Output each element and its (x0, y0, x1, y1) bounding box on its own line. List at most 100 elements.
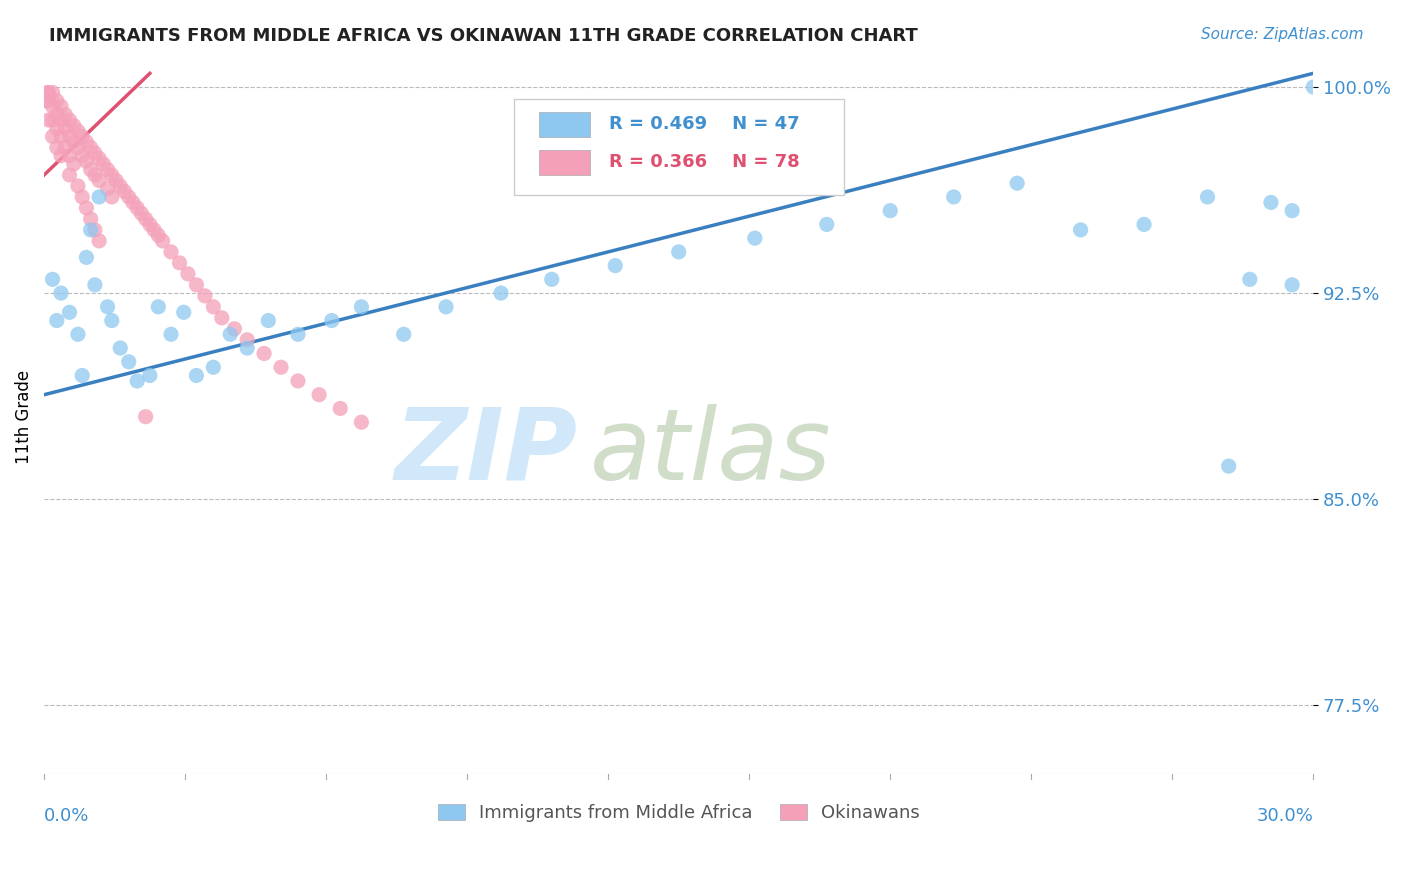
Point (41, 272, 63, 286)
Point (75, 201, 97, 215)
Point (173, 305, 195, 319)
Point (37, 113, 59, 128)
Point (135, 211, 157, 226)
Point (308, 388, 330, 402)
Point (194, 289, 217, 303)
Text: IMMIGRANTS FROM MIDDLE AFRICA VS OKINAWAN 11TH GRADE CORRELATION CHART: IMMIGRANTS FROM MIDDLE AFRICA VS OKINAWA… (49, 27, 918, 45)
Point (350, 415, 373, 429)
Point (148, 228, 170, 243)
Point (87, 173, 110, 187)
Text: ZIP: ZIP (394, 404, 576, 501)
Point (257, 313, 280, 327)
Point (202, 360, 225, 375)
Point (118, 190, 141, 204)
Point (97, 162, 120, 177)
Text: 0.0%: 0.0% (44, 806, 90, 825)
Text: R = 0.366    N = 78: R = 0.366 N = 78 (609, 153, 800, 171)
Point (75, 251, 97, 265)
FancyBboxPatch shape (538, 112, 591, 136)
Point (139, 218, 162, 232)
Point (45, 121, 67, 136)
Point (105, 173, 128, 187)
Point (392, 327, 415, 342)
Point (75, 135, 97, 149)
Point (540, 272, 562, 286)
Point (253, 346, 276, 360)
Point (58, 113, 80, 128)
Text: R = 0.469    N = 47: R = 0.469 N = 47 (609, 115, 800, 133)
Text: 30.0%: 30.0% (1257, 806, 1313, 825)
Point (87, 234, 110, 248)
Point (1218, 459, 1240, 474)
Point (66, 327, 89, 342)
Point (41, 113, 63, 128)
Point (287, 374, 309, 388)
Point (1281, 277, 1303, 292)
Point (169, 256, 191, 270)
Point (160, 244, 183, 259)
Point (224, 322, 246, 336)
Text: Source: ZipAtlas.com: Source: ZipAtlas.com (1201, 27, 1364, 42)
Point (434, 300, 457, 314)
Point (83, 168, 105, 182)
Point (1133, 218, 1156, 232)
Point (236, 341, 259, 355)
Point (79, 140, 101, 154)
Point (87, 190, 110, 204)
Text: atlas: atlas (591, 404, 831, 501)
FancyBboxPatch shape (538, 150, 591, 176)
Point (135, 409, 157, 424)
Point (110, 178, 132, 193)
Point (270, 360, 292, 375)
Point (236, 333, 259, 347)
Point (49, 113, 72, 128)
Point (1260, 195, 1282, 210)
Point (211, 310, 233, 325)
Point (45, 107, 67, 121)
Point (41, 99, 63, 113)
Point (219, 327, 242, 342)
Point (131, 206, 153, 220)
Point (160, 327, 183, 342)
Point (79, 223, 101, 237)
Point (91, 157, 114, 171)
Point (83, 223, 105, 237)
Point (114, 185, 136, 199)
FancyBboxPatch shape (513, 99, 844, 195)
Point (58, 168, 80, 182)
Point (942, 190, 965, 204)
Point (321, 313, 343, 327)
Point (202, 300, 225, 314)
Point (122, 195, 145, 210)
Point (49, 286, 72, 301)
Point (879, 203, 901, 218)
Point (118, 355, 141, 369)
Point (53, 121, 76, 136)
Point (49, 99, 72, 113)
Point (152, 234, 174, 248)
Point (148, 300, 170, 314)
Point (45, 94, 67, 108)
Point (70, 129, 93, 144)
Point (49, 149, 72, 163)
Point (350, 300, 373, 314)
Point (58, 305, 80, 319)
Point (70, 368, 93, 383)
Point (815, 218, 838, 232)
Point (37, 86, 59, 100)
Point (97, 300, 120, 314)
Point (101, 168, 124, 182)
Point (37, 86, 59, 100)
Point (127, 201, 149, 215)
Point (79, 162, 101, 177)
Point (62, 157, 84, 171)
Point (1197, 190, 1219, 204)
Point (70, 149, 93, 163)
Point (35, 94, 58, 108)
Point (66, 178, 89, 193)
Point (58, 129, 80, 144)
Point (45, 140, 67, 154)
Point (97, 182, 120, 196)
Point (49, 129, 72, 144)
Point (87, 152, 110, 166)
